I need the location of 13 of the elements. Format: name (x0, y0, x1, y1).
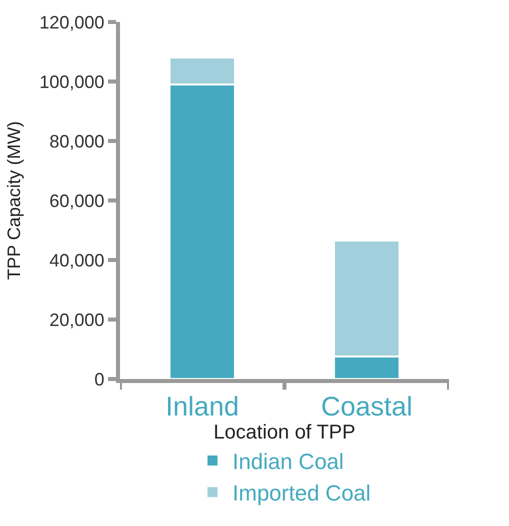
y-tick-label: 120,000 (39, 12, 104, 32)
x-axis-title: Location of TPP (214, 421, 356, 444)
y-axis-title: TPP Capacity (MW) (4, 121, 24, 280)
y-tick-label: 0 (94, 369, 104, 390)
y-tick-label: 20,000 (49, 310, 104, 330)
legend-label: Indian Coal (232, 449, 344, 474)
x-tick-label: Inland (165, 391, 240, 422)
legend-label: Imported Coal (232, 480, 371, 506)
y-tick-label: 60,000 (49, 190, 104, 211)
y-tick-label: 40,000 (49, 250, 104, 270)
y-tick-label: 100,000 (39, 72, 104, 92)
y-tick-label: 80,000 (49, 131, 104, 152)
x-tick-label: Coastal (320, 391, 413, 422)
